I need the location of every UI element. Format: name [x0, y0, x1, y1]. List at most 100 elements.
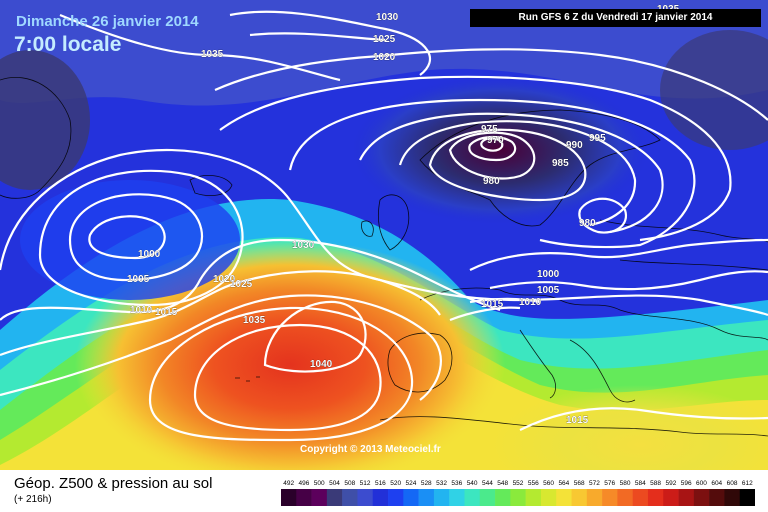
- scale-swatch: [663, 489, 679, 506]
- isobar-line: [578, 197, 628, 234]
- scale-tick-label: 512: [360, 480, 371, 487]
- weather-map: 1030 1035 1025 1020 975 970 990 995 985 …: [0, 0, 768, 470]
- isobar-label: 970: [487, 135, 504, 146]
- scale-tick-label: 572: [589, 480, 600, 487]
- scale-tick-label: 568: [574, 480, 585, 487]
- iberia-coast: [387, 332, 453, 393]
- greenland-dark-fill: [0, 50, 90, 190]
- isobar-label: 1035: [201, 49, 224, 60]
- scale-swatch: [449, 489, 465, 506]
- isobar-line: [68, 193, 204, 282]
- isobar-line: [219, 75, 732, 242]
- isobar-label: 1025: [230, 279, 253, 290]
- isobar-label: 985: [552, 158, 569, 169]
- isobar-contours: [0, 10, 768, 442]
- greenland-coast: [0, 77, 72, 199]
- isobar-label: 990: [566, 140, 583, 151]
- forecast-offset: (+ 216h): [14, 494, 52, 505]
- scale-tick-label: 604: [711, 480, 722, 487]
- scale-swatch: [693, 489, 710, 506]
- isobar-line: [428, 128, 587, 202]
- british-isles-coast: [361, 194, 410, 251]
- scale-swatch: [525, 489, 542, 506]
- scale-swatch: [617, 489, 633, 506]
- scale-tick-label: 600: [696, 480, 707, 487]
- scale-tick-label: 556: [528, 480, 539, 487]
- scale-swatch: [556, 489, 572, 506]
- scale-tick-label: 536: [451, 480, 462, 487]
- scale-tick-label: 612: [742, 480, 753, 487]
- iceland-coast: [189, 175, 233, 196]
- scale-tick-label: 504: [329, 480, 340, 487]
- isobar-label: 995: [589, 133, 606, 144]
- isobar-label: 1040: [310, 359, 333, 370]
- isobar-label: 975: [481, 124, 498, 135]
- isobar-label: 1030: [376, 12, 399, 23]
- isobar-label: 1015: [155, 307, 178, 318]
- scale-swatch: [388, 489, 404, 506]
- isobar-line: [398, 120, 637, 227]
- isobar-line: [229, 10, 431, 76]
- scale-tick-label: 580: [620, 480, 631, 487]
- isobar-label: 1000: [537, 269, 560, 280]
- scale-swatch: [709, 489, 725, 506]
- italy-coast: [519, 329, 556, 399]
- scale-tick-label: 564: [558, 480, 569, 487]
- isobar-line: [468, 135, 517, 162]
- scale-tick-label: 500: [314, 480, 325, 487]
- legend-title: Géop. Z500 & pression au sol: [14, 475, 213, 492]
- forecast-date: Dimanche 26 janvier 2014: [16, 13, 199, 30]
- scale-tick-label: 540: [467, 480, 478, 487]
- isobar-label: 1000: [138, 249, 161, 260]
- scale-swatch: [326, 489, 343, 506]
- scale-tick-label: 608: [727, 480, 738, 487]
- scale-swatch: [724, 489, 741, 506]
- canaries-islands: [235, 376, 260, 382]
- west-low-fill: [20, 180, 240, 300]
- scale-swatch: [464, 489, 481, 506]
- scale-swatch: [495, 489, 511, 506]
- scale-tick-label: 560: [543, 480, 554, 487]
- scale-tick-label: 584: [635, 480, 646, 487]
- scale-swatch: [372, 489, 389, 506]
- isobar-line: [480, 137, 504, 152]
- scale-tick-label: 528: [421, 480, 432, 487]
- scale-swatch: [632, 489, 649, 506]
- europe-coast: [419, 287, 768, 341]
- isobar-line: [469, 297, 541, 304]
- isobar-label: 1015: [481, 299, 504, 310]
- scale-swatch: [571, 489, 588, 506]
- scale-swatch: [540, 489, 557, 506]
- balkans-coast: [569, 339, 636, 403]
- scale-tick-label: 552: [513, 480, 524, 487]
- forecast-time: 7:00 locale: [14, 33, 122, 56]
- isobar-line: [469, 238, 768, 271]
- isobar-label: 1005: [537, 285, 560, 296]
- isobar-label: 1010: [519, 297, 542, 308]
- scale-swatch: [418, 489, 435, 506]
- isobar-label: 1030: [292, 240, 315, 251]
- isobar-label: 1010: [130, 305, 153, 316]
- scale-swatch: [510, 489, 526, 506]
- copyright-notice: Copyright © 2013 Meteociel.fr: [300, 444, 441, 455]
- isobar-label: 1020: [373, 52, 396, 63]
- scale-swatch: [357, 489, 374, 506]
- isobar-line: [249, 32, 386, 42]
- land-outlines: [0, 77, 768, 437]
- isobar-line: [0, 294, 442, 401]
- isobar-label: 1025: [373, 34, 396, 45]
- isobar-label: 1015: [566, 415, 589, 426]
- scale-tick-label: 524: [406, 480, 417, 487]
- scandinavia-coast: [419, 109, 661, 227]
- isobar-line: [263, 300, 367, 373]
- isobar-line: [0, 270, 441, 357]
- atlantic-ridge-fill: [490, 385, 768, 470]
- model-run-info: Run GFS 6 Z du Vendredi 17 janvier 2014: [470, 9, 761, 27]
- isobar-line: [193, 323, 382, 432]
- isobar-label: 980: [483, 176, 500, 187]
- scale-swatch: [586, 489, 603, 506]
- scale-tick-label: 548: [497, 480, 508, 487]
- scale-swatch: [296, 489, 312, 506]
- scale-swatch: [281, 489, 297, 506]
